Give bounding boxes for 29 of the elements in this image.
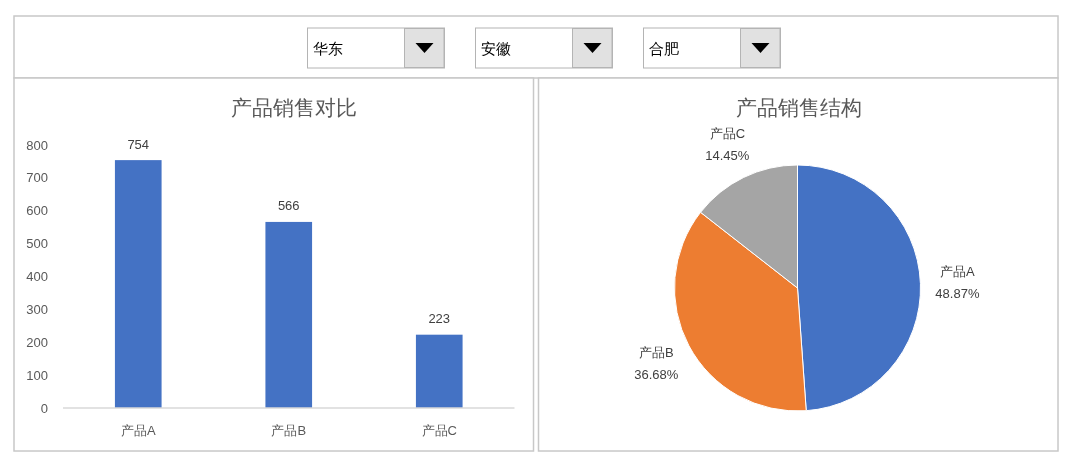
dropdown: 安徽 — [475, 27, 613, 69]
x-tick-label: 产品C — [421, 422, 457, 438]
y-tick-label: 700 — [26, 170, 48, 186]
y-tick-label: 100 — [26, 367, 48, 383]
y-tick-label: 400 — [26, 269, 48, 284]
data-label: 36.68% — [634, 366, 679, 382]
dropdown: 合肥 — [643, 27, 781, 69]
data-label: 754 — [127, 136, 150, 152]
y-tick-label: 800 — [26, 137, 48, 153]
bar — [114, 160, 162, 408]
data-label: 566 — [277, 198, 300, 214]
y-tick-label: 300 — [26, 301, 48, 317]
slice-label: 产品C — [709, 125, 746, 141]
slice-label: 产品A — [940, 263, 976, 279]
chart-title: 产品销售对比 — [230, 95, 357, 119]
data-label: 223 — [428, 311, 451, 327]
y-tick-label: 600 — [26, 203, 48, 219]
data-label: 14.45% — [705, 147, 750, 163]
data-label: 48.87% — [935, 285, 980, 301]
slice-label: 产品B — [638, 344, 674, 360]
bar — [265, 221, 313, 408]
chart-title: 产品销售结构 — [736, 95, 863, 119]
y-tick-label: 500 — [26, 236, 48, 252]
bar — [415, 334, 463, 408]
y-tick-label: 0 — [40, 400, 48, 416]
x-tick-label: 产品A — [120, 422, 156, 438]
y-tick-label: 200 — [26, 334, 48, 350]
dropdown: 华东 — [307, 27, 445, 69]
x-tick-label: 产品B — [271, 422, 307, 438]
